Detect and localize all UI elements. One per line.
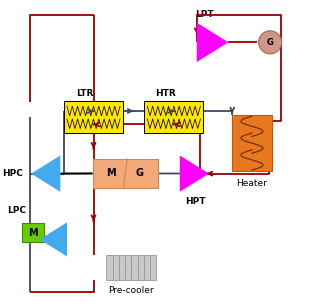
Text: G: G [267,38,274,47]
Text: LPT: LPT [195,10,214,19]
Text: M: M [106,169,116,178]
Bar [232,115,272,171]
Circle shape [259,31,282,54]
Text: M: M [28,228,38,237]
Polygon shape [31,155,60,192]
Bar [144,102,203,133]
Polygon shape [180,155,209,192]
Text: HPT: HPT [186,197,206,206]
Text: LPC: LPC [7,206,26,215]
Bar [93,159,158,188]
Text: LTR: LTR [76,89,93,99]
Text: Pre-cooler: Pre-cooler [109,286,154,295]
Bar [64,102,123,133]
Text: Heater: Heater [236,179,267,188]
Bar [106,255,156,280]
Text: HPC: HPC [2,169,23,178]
Text: HTR: HTR [155,89,175,99]
Bar [22,223,44,242]
Polygon shape [197,23,228,62]
Text: G: G [136,169,144,178]
Polygon shape [40,222,67,256]
